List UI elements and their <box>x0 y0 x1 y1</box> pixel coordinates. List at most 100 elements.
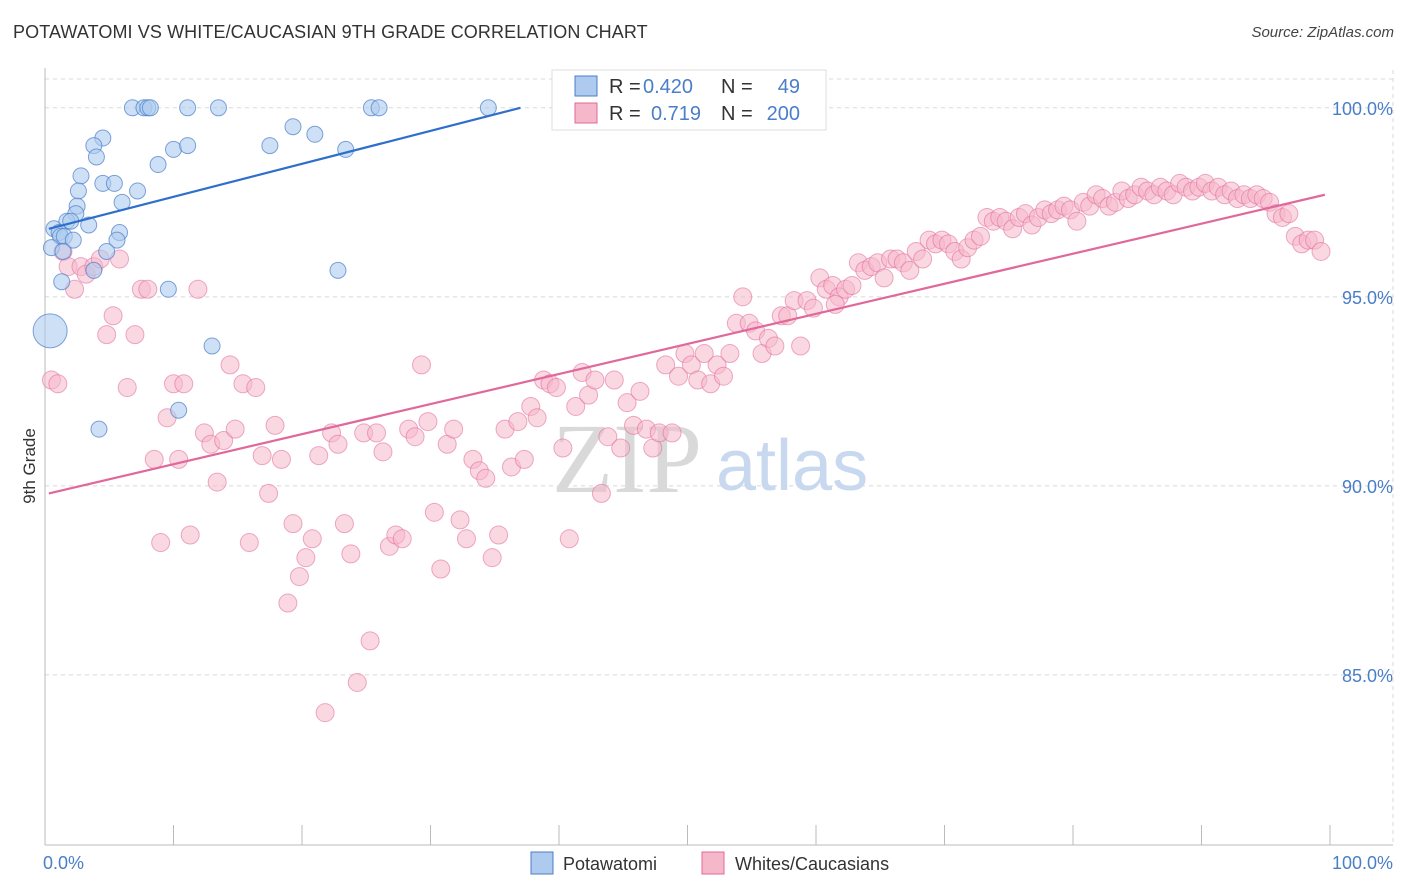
whites-caucasians-point <box>188 279 208 299</box>
whites-caucasians-point <box>482 548 502 568</box>
potawatomi-point <box>261 137 279 155</box>
whites-caucasians-point <box>360 631 380 651</box>
potawatomi-point <box>98 242 116 260</box>
whites-caucasians-point <box>970 226 990 246</box>
potawatomi-point <box>69 182 87 200</box>
whites-caucasians-point <box>341 544 361 564</box>
whites-caucasians-point <box>220 355 240 375</box>
potawatomi-point <box>306 125 324 143</box>
whites-caucasians-point <box>900 260 920 280</box>
legend-potawatomi-swatch <box>530 851 554 875</box>
whites-caucasians-point <box>444 419 464 439</box>
potawatomi-point <box>32 313 68 349</box>
whites-caucasians-point <box>842 275 862 295</box>
legend-r-value-1: 0.420 <box>643 76 693 98</box>
potawatomi-point <box>370 99 388 117</box>
potawatomi-point <box>64 231 82 249</box>
whites-caucasians-point <box>585 370 605 390</box>
potawatomi-point <box>85 261 103 279</box>
potawatomi-point <box>203 337 221 355</box>
whites-caucasians-point <box>1279 204 1299 224</box>
potawatomi-point <box>72 167 90 185</box>
whites-caucasians-point <box>604 370 624 390</box>
legend-swatch-blue <box>574 75 598 97</box>
potawatomi-point <box>179 99 197 117</box>
potawatomi-point <box>284 118 302 136</box>
whites-caucasians-point <box>315 703 335 723</box>
source-label: Source: ZipAtlas.com <box>1251 24 1394 41</box>
potawatomi-point <box>141 99 159 117</box>
potawatomi-point <box>80 216 98 234</box>
series-potawatomi-points <box>32 99 607 438</box>
whites-caucasians-point <box>611 438 631 458</box>
whites-caucasians-point <box>424 502 444 522</box>
potawatomi-point <box>129 182 147 200</box>
whites-caucasians-point <box>302 529 322 549</box>
axes <box>44 68 1393 846</box>
whites-caucasians-point <box>48 374 68 394</box>
y-tick-labels: 85.0% 90.0% 95.0% 100.0% <box>1332 99 1393 686</box>
legend-swatch-pink <box>574 102 598 124</box>
potawatomi-point <box>179 137 197 155</box>
stats-legend: R = 0.420 N = 49 R = 0.719 N = 200 <box>551 69 827 131</box>
potawatomi-point <box>54 242 72 260</box>
whites-caucasians-point <box>527 408 547 428</box>
whites-caucasians-point <box>656 355 676 375</box>
whites-caucasians-point <box>546 378 566 398</box>
whites-caucasians-point <box>913 249 933 269</box>
whites-caucasians-point <box>180 525 200 545</box>
whites-caucasians-point <box>874 268 894 288</box>
whites-caucasians-point <box>566 396 586 416</box>
whites-caucasians-point <box>259 483 279 503</box>
whites-caucasians-point <box>309 446 329 466</box>
legend-n-value-1: 49 <box>778 76 800 98</box>
whites-caucasians-point <box>662 423 682 443</box>
potawatomi-point <box>90 420 108 438</box>
legend-whites-swatch <box>701 851 725 875</box>
whites-caucasians-point <box>239 533 259 553</box>
whites-caucasians-point <box>418 412 438 432</box>
potawatomi-point <box>479 99 497 117</box>
trend-lines <box>48 106 1326 495</box>
whites-caucasians-point <box>508 412 528 432</box>
potawatomi-point <box>87 148 105 166</box>
whites-caucasians-point <box>265 415 285 435</box>
potawatomi-point <box>329 261 347 279</box>
y-tick-label: 85.0% <box>1342 666 1393 686</box>
whites-caucasians-point <box>169 449 189 469</box>
potawatomi-point <box>108 231 126 249</box>
whites-caucasians-point <box>733 287 753 307</box>
whites-caucasians-point <box>598 427 618 447</box>
potawatomi-point <box>105 174 123 192</box>
whites-caucasians-point <box>278 593 298 613</box>
whites-caucasians-point <box>630 381 650 401</box>
trend-line <box>48 193 1326 495</box>
whites-caucasians-point <box>476 468 496 488</box>
whites-caucasians-point <box>214 430 234 450</box>
whites-caucasians-point <box>720 344 740 364</box>
whites-caucasians-point <box>246 378 266 398</box>
trend-line <box>48 106 521 230</box>
whites-caucasians-point <box>713 366 733 386</box>
whites-caucasians-point <box>392 529 412 549</box>
whites-caucasians-point <box>103 306 123 326</box>
whites-caucasians-point <box>617 393 637 413</box>
y-tick-label: 90.0% <box>1342 477 1393 497</box>
whites-caucasians-point <box>791 336 811 356</box>
whites-caucasians-point <box>151 533 171 553</box>
whites-caucasians-point <box>591 483 611 503</box>
whites-caucasians-point <box>97 325 117 345</box>
legend-n-label-1: N = <box>721 76 753 98</box>
legend-r-value-2: 0.719 <box>651 103 701 125</box>
series-legend: Potawatomi Whites/Caucasians <box>530 851 889 875</box>
whites-caucasians-point <box>431 559 451 579</box>
whites-caucasians-point <box>489 525 509 545</box>
whites-caucasians-point <box>138 279 158 299</box>
legend-n-label-2: N = <box>721 103 753 125</box>
whites-caucasians-point <box>450 510 470 530</box>
whites-caucasians-point <box>252 446 272 466</box>
whites-caucasians-point <box>1067 211 1087 231</box>
potawatomi-point <box>170 401 188 419</box>
whites-caucasians-point <box>207 472 227 492</box>
